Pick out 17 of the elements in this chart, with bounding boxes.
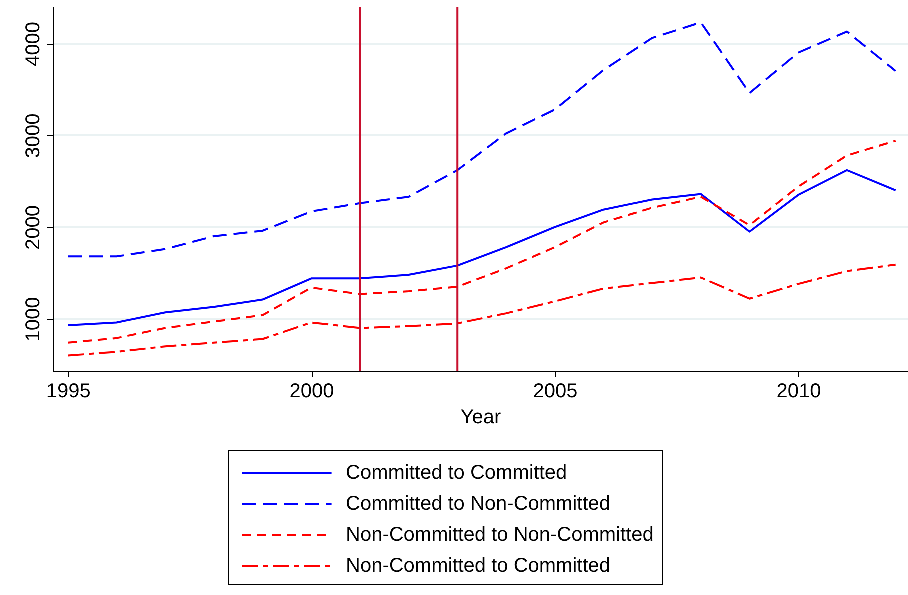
line-series — [67, 22, 897, 258]
legend-label: Committed to Non-Committed — [346, 493, 611, 515]
y-tick-label: 2000 — [22, 206, 44, 250]
y-tick-label: 4000 — [22, 22, 44, 66]
line-series — [67, 140, 897, 344]
x-tick-label: 2010 — [776, 380, 822, 402]
legend-label: Committed to Committed — [346, 462, 568, 484]
x-axis-title: Year — [460, 406, 502, 428]
x-tick-label: 2000 — [290, 380, 334, 402]
line-series — [67, 169, 897, 326]
legend-label: Non-Committed to Committed — [346, 555, 611, 577]
line-series — [67, 264, 897, 357]
x-tick-label: 1995 — [46, 380, 91, 402]
x-tick-label: 2005 — [533, 380, 578, 402]
y-tick-label: 1000 — [22, 297, 44, 342]
y-tick-label: 3000 — [22, 114, 44, 158]
legend-label: Non-Committed to Non-Committed — [346, 524, 654, 546]
